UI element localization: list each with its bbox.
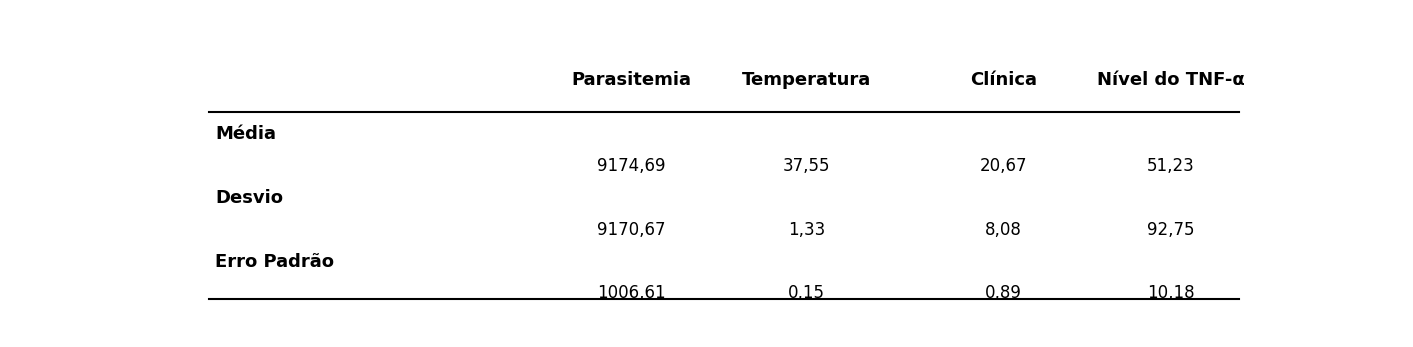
Text: 9170,67: 9170,67 [596, 221, 666, 239]
Text: 0,89: 0,89 [985, 284, 1022, 302]
Text: Erro Padrão: Erro Padrão [215, 253, 333, 271]
Text: 0,15: 0,15 [788, 284, 825, 302]
Text: 1006,61: 1006,61 [596, 284, 666, 302]
Text: 37,55: 37,55 [783, 157, 829, 175]
Text: 10,18: 10,18 [1147, 284, 1195, 302]
Text: Clínica: Clínica [969, 71, 1037, 90]
Text: 1,33: 1,33 [787, 221, 825, 239]
Text: 92,75: 92,75 [1147, 221, 1195, 239]
Text: 8,08: 8,08 [985, 221, 1022, 239]
Text: Nível do TNF-α: Nível do TNF-α [1096, 71, 1245, 90]
Text: Parasitemia: Parasitemia [571, 71, 691, 90]
Text: Desvio: Desvio [215, 189, 283, 207]
Text: 9174,69: 9174,69 [596, 157, 666, 175]
Text: 20,67: 20,67 [979, 157, 1027, 175]
Text: Média: Média [215, 125, 276, 143]
Text: 51,23: 51,23 [1147, 157, 1195, 175]
Text: Temperatura: Temperatura [742, 71, 870, 90]
